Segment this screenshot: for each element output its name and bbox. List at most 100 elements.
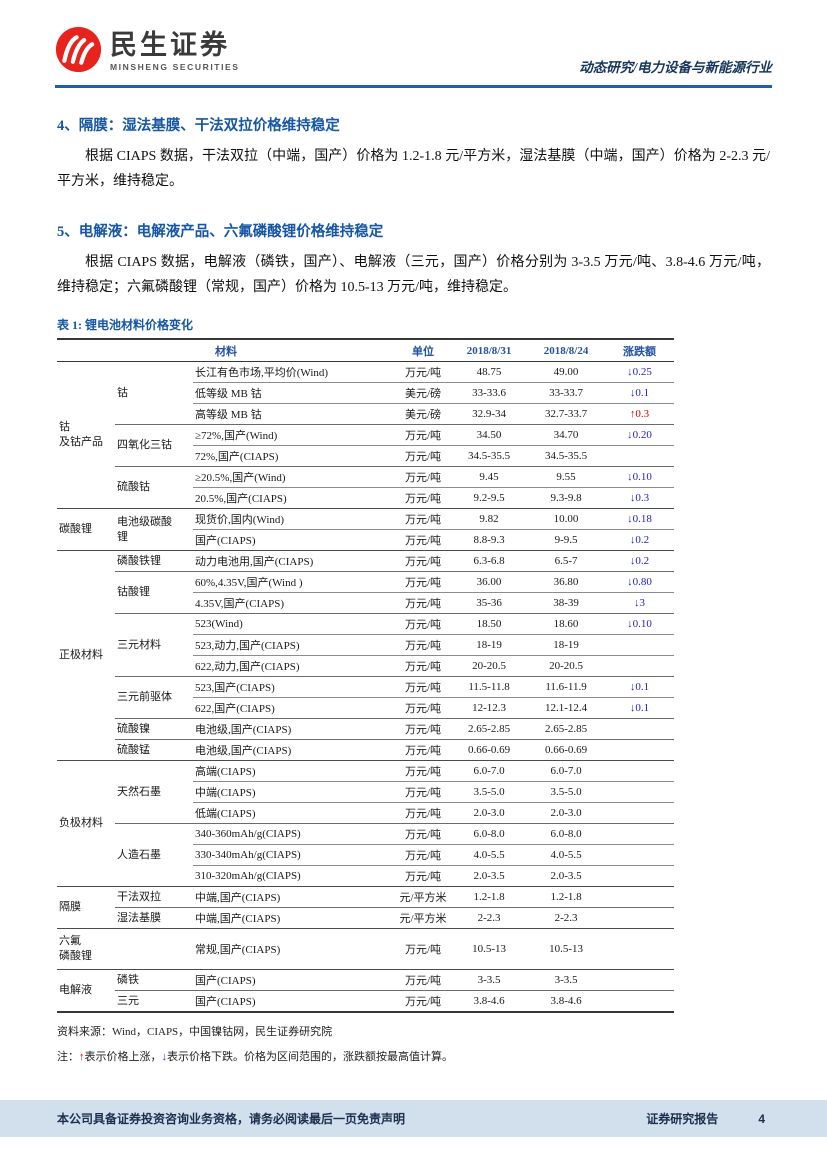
price-up-value: ↑0.3 [629, 408, 650, 420]
price-previous-cell: 49.00 [553, 366, 579, 378]
change-cell [605, 844, 675, 866]
price-previous-cell: 12.1-12.4 [527, 697, 606, 719]
page-header: 民生证券 MINSHENG SECURITIES 动态研究/电力设备与新能源行业 [55, 26, 772, 88]
subgroup-label: 磷酸铁锂 [115, 550, 193, 572]
table-row: 硫酸镍 电池级,国产(CIAPS) 万元/吨 2.65-2.85 2.65-2.85 [57, 718, 675, 740]
change-cell [605, 907, 675, 929]
unit-cell: 万元/吨 [395, 823, 452, 845]
price-current-cell: 2-2.3 [451, 907, 528, 929]
change-cell: ↑0.3 [605, 403, 675, 425]
table-row: 六氟 磷酸锂 常规,国产(CIAPS) 万元/吨 10.5-13 10.5-13 [57, 928, 675, 970]
brand-text: 民生证券 MINSHENG SECURITIES [110, 32, 240, 72]
table-row: 523,动力,国产(CIAPS) 万元/吨 18-19 18-19 [57, 634, 675, 656]
unit-cell: 万元/吨 [395, 718, 452, 740]
price-current-cell: 9.2-9.5 [451, 487, 528, 509]
change-cell: ↓0.25 [605, 362, 674, 383]
table-note: 注：↑表示价格上涨，↓表示价格下跌。价格为区间范围的，涨跌额按最高值计算。 [57, 1048, 770, 1064]
change-cell [605, 823, 675, 845]
subgroup-label: 天然石墨 [115, 760, 193, 824]
price-previous-cell: 6.0-7.0 [527, 760, 606, 782]
price-current-cell: 2.0-3.5 [451, 865, 528, 887]
price-previous-cell: 6.5-7 [527, 550, 606, 572]
price-previous-cell: 3-3.5 [527, 969, 606, 991]
change-cell [605, 718, 675, 740]
group-label: 六氟 磷酸锂 [57, 928, 115, 970]
section-5-paragraph: 根据 CIAPS 数据，电解液（磷铁，国产）、电解液（三元，国产）价格分别为 3… [57, 255, 770, 295]
price-previous-cell: 2.65-2.85 [527, 718, 606, 740]
note-up-text: 表示价格上涨， [84, 1051, 162, 1063]
price-down-value: ↓0.1 [629, 681, 650, 693]
price-previous-cell: 1.2-1.8 [527, 886, 606, 908]
table-row: 三元材料 523(Wind) 万元/吨 18.50 18.60 ↓0.10 [57, 613, 675, 677]
material-cell: 60%,4.35V,国产(Wind ) [193, 571, 396, 593]
group-label: 钴 及钴产品 [59, 421, 103, 448]
subgroup-label: 硫酸锰 [115, 739, 193, 761]
price-down-value: ↓0.2 [629, 555, 650, 567]
material-cell: 330-340mAh/g(CIAPS) [193, 844, 396, 866]
change-cell: ↓0.10 [605, 613, 675, 635]
price-current-cell: 11.5-11.8 [451, 676, 528, 698]
unit-cell: 万元/吨 [395, 739, 452, 761]
footer-right: 证券研究报告 4 [646, 1110, 765, 1127]
material-cell: 523,动力,国产(CIAPS) [193, 634, 396, 656]
subgroup-label [115, 928, 193, 970]
price-previous-cell: 3.8-4.6 [527, 990, 606, 1012]
unit-cell: 万元/吨 [395, 676, 452, 698]
unit-cell: 万元/吨 [395, 781, 452, 803]
col-header-material: 材料 [57, 339, 396, 362]
material-cell: 动力电池用,国产(CIAPS) [193, 550, 396, 572]
change-cell: ↓0.80 [605, 571, 675, 593]
footer-disclaimer: 本公司具备证券投资咨询业务资格，请务必阅读最后一页免责声明 [57, 1112, 406, 1126]
subgroup-label: 三元 [115, 990, 193, 1012]
unit-cell: 万元/吨 [395, 928, 452, 970]
price-previous-cell: 9.3-9.8 [527, 487, 606, 509]
price-down-value: ↓0.3 [629, 492, 650, 504]
price-previous-cell: 6.0-8.0 [527, 823, 606, 845]
table-row: 低端(CIAPS) 万元/吨 2.0-3.0 2.0-3.0 [57, 802, 675, 824]
unit-cell: 元/平方米 [395, 886, 452, 908]
price-down-value: ↓0.18 [627, 513, 652, 525]
material-cell: 高等级 MB 钴 [193, 403, 396, 425]
section-4-heading: 4、隔膜：湿法基膜、干法双拉价格维持稳定 [57, 118, 340, 134]
material-cell: 国产(CIAPS) [193, 529, 396, 551]
price-current-cell: 33-33.6 [451, 382, 528, 404]
price-current-cell: 6.0-8.0 [451, 823, 528, 845]
unit-cell: 万元/吨 [395, 634, 452, 656]
col-header-unit: 单位 [395, 339, 452, 362]
price-current-cell: 12-12.3 [451, 697, 528, 719]
table-row: 中端(CIAPS) 万元/吨 3.5-5.0 3.5-5.0 [57, 781, 675, 803]
subgroup-label: 湿法基膜 [115, 907, 193, 929]
unit-cell: 万元/吨 [395, 613, 452, 635]
material-cell: 现货价,国内(Wind) [193, 508, 396, 530]
report-category: 动态研究/电力设备与新能源行业 [579, 60, 772, 75]
table-row: 低等级 MB 钴美元/磅 33-33.6 33-33.7 ↓0.1 [57, 382, 675, 404]
unit-cell: 万元/吨 [395, 571, 452, 593]
price-down-value: ↓0.2 [629, 534, 650, 546]
unit-cell: 万元/吨 [395, 655, 452, 677]
table-row: 622,动力,国产(CIAPS) 万元/吨 20-20.5 20-20.5 [57, 655, 675, 677]
material-cell: 中端,国产(CIAPS) [193, 907, 396, 929]
price-previous-cell: 2.0-3.0 [527, 802, 606, 824]
material-cell: 常规,国产(CIAPS) [193, 928, 396, 970]
price-previous-cell: 36.80 [527, 571, 606, 593]
price-current-cell: 48.75 [476, 366, 502, 378]
subgroup-label: 三元材料 [115, 613, 193, 677]
table-row: 330-340mAh/g(CIAPS) 万元/吨 4.0-5.5 4.0-5.5 [57, 844, 675, 866]
change-cell [605, 886, 675, 908]
change-cell [605, 969, 675, 991]
price-current-cell: 10.5-13 [451, 928, 528, 970]
change-cell: ↓0.3 [605, 487, 675, 509]
unit-cell: 万元/吨 [395, 844, 452, 866]
unit-cell: 万元/吨 [395, 424, 452, 446]
material-cell: 国产(CIAPS) [193, 990, 396, 1012]
price-current-cell: 6.0-7.0 [451, 760, 528, 782]
price-previous-cell: 34.5-35.5 [527, 445, 606, 467]
material-cell: 622,国产(CIAPS) [193, 697, 396, 719]
change-cell: ↓0.18 [605, 508, 675, 530]
price-previous-cell: 0.66-0.69 [527, 739, 606, 761]
subgroup-label: 磷铁 [115, 969, 193, 991]
table-row: 电解液 磷铁 国产(CIAPS) 万元/吨 3-3.5 3-3.5 [57, 969, 675, 1012]
unit-cell: 万元/吨 [395, 529, 452, 551]
unit-cell: 元/平方米 [395, 907, 452, 929]
change-cell: ↓0.20 [605, 424, 675, 446]
